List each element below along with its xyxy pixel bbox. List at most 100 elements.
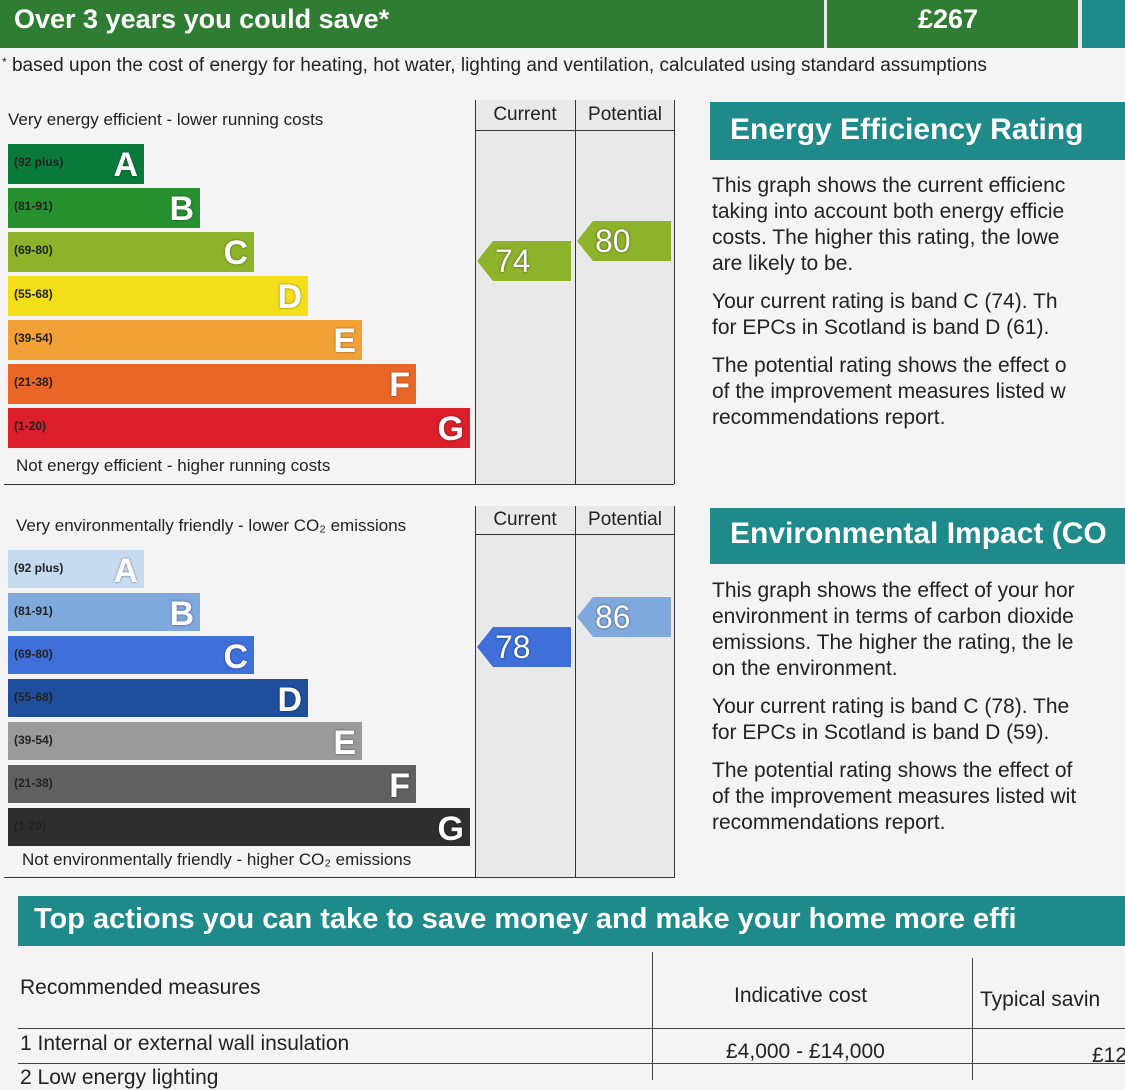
- rating-band-e: (39-54) E: [8, 320, 362, 360]
- panel-line: are likely to be.: [712, 252, 854, 275]
- potential-rating-arrow-value: 86: [595, 599, 631, 635]
- cost-1: £4,000 - £14,000: [726, 1040, 885, 1063]
- current-column: [475, 506, 576, 878]
- potential-rating-arrow: 86: [577, 597, 671, 637]
- environment-heading: Environmental Impact (CO: [710, 508, 1125, 564]
- footnote-text: based upon the cost of energy for heatin…: [11, 55, 987, 76]
- band-letter: B: [169, 595, 194, 633]
- energy-efficiency-graph: Very energy efficient - lower running co…: [4, 100, 675, 486]
- rating-band-g: (1-20) G: [8, 408, 470, 448]
- table-row-line: [18, 1063, 1125, 1064]
- savings-bar: Over 3 years you could save* £267: [0, 0, 1125, 48]
- potential-header: Potential: [588, 104, 662, 125]
- rating-band-f: (21-38) F: [8, 765, 416, 805]
- band-letter: D: [277, 681, 302, 719]
- rating-band-a: (92 plus) A: [8, 550, 144, 590]
- panel-paragraph: The potential rating shows the effect o o…: [712, 353, 1125, 431]
- current-rating-arrow-value: 78: [495, 629, 531, 665]
- potential-column: [575, 100, 675, 484]
- rating-band-g: (1-20) G: [8, 808, 470, 848]
- band-letter: D: [277, 278, 302, 316]
- panel-line: Your current rating is band C (78). The: [712, 695, 1070, 718]
- panel-line: environment in terms of carbon dioxide: [712, 605, 1074, 628]
- efficiency-heading: Energy Efficiency Rating: [710, 102, 1125, 160]
- band-letter: B: [169, 190, 194, 228]
- rating-band-a: (92 plus) A: [8, 144, 144, 184]
- panel-line: This graph shows the current efficienc: [712, 174, 1066, 197]
- band-range: (55-68): [14, 287, 53, 301]
- current-rating-arrow: 74: [477, 241, 571, 281]
- band-letter: A: [113, 552, 138, 590]
- table-divider: [652, 952, 653, 1080]
- saving-header: Typical savin: [980, 988, 1101, 1011]
- band-range: (21-38): [14, 776, 53, 790]
- band-letter: E: [333, 322, 356, 360]
- graph-bottom-label: Not energy efficient - higher running co…: [16, 456, 331, 475]
- panel-line: on the environment.: [712, 657, 898, 680]
- potential-column: [575, 506, 675, 878]
- panel-line: of the improvement measures listed wit: [712, 785, 1077, 808]
- panel-line: of the improvement measures listed w: [712, 380, 1066, 403]
- top-actions-heading: Top actions you can take to save money a…: [18, 896, 1125, 946]
- panel-paragraph: This graph shows the current efficienc ta…: [712, 173, 1125, 277]
- panel-paragraph: Your current rating is band C (74). Th fo…: [712, 289, 1125, 341]
- rating-band-d: (55-68) D: [8, 679, 308, 719]
- table-divider: [972, 958, 973, 1080]
- panel-line: taking into account both energy efficie: [712, 200, 1065, 223]
- rating-band-d: (55-68) D: [8, 276, 308, 316]
- band-range: (92 plus): [14, 155, 64, 169]
- graph-top-label: Very energy efficient - lower running co…: [8, 110, 324, 129]
- table-row-line: [18, 1028, 1125, 1029]
- band-letter: G: [437, 410, 464, 448]
- band-letter: A: [113, 146, 138, 184]
- measure-2: 2 Low energy lighting: [20, 1066, 219, 1089]
- band-range: (1-20): [14, 819, 47, 833]
- savings-bar-end: [1082, 0, 1125, 48]
- rating-band-b: (81-91) B: [8, 593, 200, 633]
- savings-label: Over 3 years you could save*: [14, 4, 390, 34]
- panel-line: The potential rating shows the effect o: [712, 354, 1067, 377]
- potential-rating-arrow: 80: [577, 221, 671, 261]
- current-column: [475, 100, 576, 484]
- rating-band-e: (39-54) E: [8, 722, 362, 762]
- band-range: (39-54): [14, 733, 53, 747]
- graph-bottom-label: Not environmentally friendly - higher CO…: [22, 850, 412, 869]
- band-letter: C: [223, 638, 248, 676]
- cost-header: Indicative cost: [734, 984, 868, 1007]
- potential-rating-arrow-value: 80: [595, 223, 631, 259]
- panel-line: This graph shows the effect of your hor: [712, 579, 1075, 602]
- recommendations-table: Recommended measures Indicative cost Typ…: [18, 952, 1125, 1089]
- current-header: Current: [493, 104, 557, 125]
- rating-band-c: (69-80) C: [8, 636, 254, 676]
- savings-divider: [824, 0, 827, 48]
- rating-band-f: (21-38) F: [8, 364, 416, 404]
- band-range: (21-38): [14, 375, 53, 389]
- band-letter: F: [389, 366, 410, 404]
- rating-band-c: (69-80) C: [8, 232, 254, 272]
- column-header-line: [475, 130, 674, 131]
- panel-paragraph: This graph shows the effect of your hor e…: [712, 578, 1125, 682]
- band-range: (92 plus): [14, 561, 64, 575]
- rating-band-b: (81-91) B: [8, 188, 200, 228]
- panel-line: Your current rating is band C (74). Th: [712, 290, 1058, 313]
- graph-bottom-line: [4, 877, 674, 878]
- panel-line: emissions. The higher the rating, the le: [712, 631, 1074, 654]
- column-header-line: [475, 534, 674, 535]
- efficiency-description: This graph shows the current efficienc ta…: [712, 173, 1125, 443]
- savings-divider-2: [1078, 0, 1082, 48]
- environment-description: This graph shows the effect of your hor e…: [712, 578, 1125, 848]
- environmental-impact-graph: Very environmentally friendly - lower CO…: [4, 506, 675, 878]
- panel-line: recommendations report.: [712, 811, 946, 834]
- panel-line: The potential rating shows the effect of: [712, 759, 1073, 782]
- panel-line: recommendations report.: [712, 406, 946, 429]
- band-letter: E: [333, 724, 356, 762]
- panel-line: for EPCs in Scotland is band D (59).: [712, 721, 1050, 744]
- footnote-mark: *: [2, 55, 7, 69]
- graph-top-label: Very environmentally friendly - lower CO…: [16, 516, 407, 535]
- current-rating-arrow: 78: [477, 627, 571, 667]
- band-range: (81-91): [14, 604, 53, 618]
- panel-line: for EPCs in Scotland is band D (61).: [712, 316, 1050, 339]
- panel-paragraph: Your current rating is band C (78). The f…: [712, 694, 1125, 746]
- band-range: (69-80): [14, 647, 53, 661]
- band-range: (39-54): [14, 331, 53, 345]
